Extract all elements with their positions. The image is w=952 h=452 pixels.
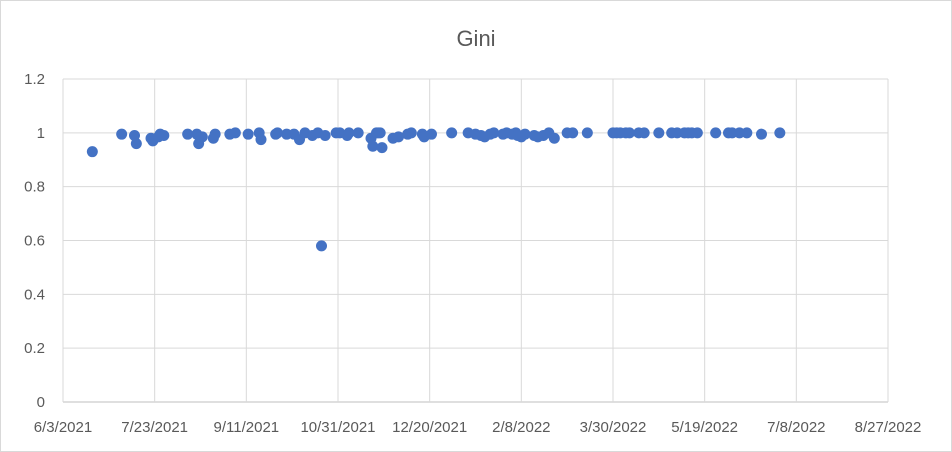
data-point	[376, 142, 388, 154]
data-point	[756, 128, 767, 140]
x-axis-ticks: 6/3/2021 7/23/2021 9/11/2021 10/31/2021 12/2…	[34, 419, 922, 436]
data-points	[86, 127, 786, 252]
x-tick-label: 7/8/2022	[767, 419, 825, 436]
data-point	[710, 127, 722, 139]
y-tick-label: 0.4	[24, 286, 45, 303]
data-point	[158, 130, 170, 142]
data-point	[624, 127, 635, 139]
x-tick-label: 7/23/2021	[121, 419, 188, 436]
gridlines	[62, 78, 889, 403]
y-axis-ticks: 0 0.2 0.4 0.6 0.8 1 1.2	[24, 71, 45, 411]
data-point	[567, 127, 579, 139]
y-tick-label: 0.6	[24, 233, 45, 250]
data-point	[255, 134, 267, 146]
data-point	[196, 131, 208, 143]
data-point	[343, 127, 355, 139]
x-tick-label: 2/8/2022	[492, 419, 550, 436]
data-point	[209, 128, 221, 140]
data-point	[242, 128, 254, 140]
y-tick-label: 1.2	[24, 71, 45, 88]
data-point	[691, 127, 703, 139]
x-tick-label: 6/3/2021	[34, 419, 92, 436]
x-tick-label: 12/20/2021	[392, 419, 467, 436]
data-point	[581, 127, 593, 139]
data-point	[272, 127, 283, 139]
data-point	[488, 127, 500, 139]
data-point	[393, 131, 404, 143]
y-tick-label: 0	[37, 394, 45, 411]
chart-title: Gini	[456, 26, 495, 51]
data-point	[446, 127, 458, 139]
x-tick-label: 9/11/2021	[214, 419, 280, 436]
data-point	[319, 130, 331, 142]
data-point	[229, 127, 241, 139]
data-point	[86, 146, 98, 158]
data-point	[548, 132, 560, 144]
data-point	[774, 127, 786, 139]
data-point	[405, 127, 417, 139]
data-point	[352, 127, 364, 139]
data-point	[182, 128, 194, 140]
data-point	[367, 140, 379, 152]
x-tick-label: 10/31/2021	[300, 419, 375, 436]
data-point	[653, 127, 665, 139]
y-tick-label: 0.2	[24, 340, 45, 357]
data-point	[130, 138, 142, 150]
data-point	[519, 128, 531, 140]
y-tick-label: 1	[37, 125, 45, 142]
x-tick-label: 8/27/2022	[855, 419, 922, 436]
data-point	[316, 240, 327, 252]
data-point	[638, 127, 650, 139]
data-point	[741, 127, 753, 139]
data-point	[426, 128, 437, 140]
x-tick-label: 3/30/2022	[580, 419, 647, 436]
y-tick-label: 0.8	[24, 179, 45, 196]
data-point	[116, 128, 128, 140]
data-point	[374, 127, 386, 139]
x-tick-label: 5/19/2022	[671, 419, 738, 436]
